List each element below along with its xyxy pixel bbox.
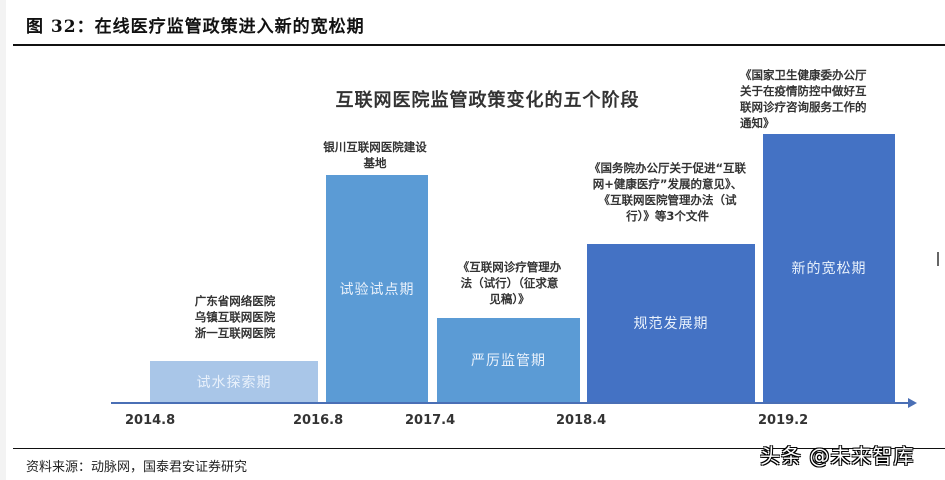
bar-stage-2: 试验试点期 [326, 175, 428, 402]
annotation-stage-5: 《国家卫生健康委办公厅 关于在疫情防控中做好互 联网诊疗咨询服务工作的 通知》 [740, 67, 915, 131]
annotation-line: 行）》等3个文件 [626, 209, 709, 223]
annotation-line: 基地 [363, 156, 387, 170]
edge-marker [937, 252, 939, 266]
chart-title: 互联网医院监管政策变化的五个阶段 [335, 90, 640, 111]
annotation-stage-3: 《互联网诊疗管理办 法（试行）（征求意 见稿）》 [432, 259, 587, 307]
bar-stage-3: 严厉监管期 [437, 318, 580, 402]
annotation-line: 通知》 [740, 116, 775, 130]
annotation-line: 《国家卫生健康委办公厅 [740, 68, 867, 82]
annotation-line: 关于在疫情防控中做好互 [740, 84, 867, 98]
timeline-axis [111, 402, 911, 404]
annotation-line: 网+健康医疗”发展的意见》、 [592, 177, 743, 191]
x-tick-2016-8: 2016.8 [293, 413, 344, 428]
figure-title: 图 32：在线医疗监管政策进入新的宽松期 [26, 17, 365, 37]
bar-label: 严厉监管期 [471, 353, 546, 369]
x-tick-2014-8: 2014.8 [125, 413, 176, 428]
annotation-line: 见稿）》 [489, 292, 530, 306]
bar-stage-4: 规范发展期 [587, 244, 755, 402]
annotation-stage-1: 广东省网络医院 乌镇互联网医院 浙一互联网医院 [150, 293, 320, 341]
annotation-line: 广东省网络医院 [194, 294, 276, 308]
annotation-stage-2: 银川互联网医院建设 基地 [300, 139, 450, 171]
x-tick-2019-2: 2019.2 [758, 413, 809, 428]
annotation-stage-4: 《国务院办公厅关于促进“互联 网+健康医疗”发展的意见》、 《互联网医院管理办法… [565, 160, 770, 224]
annotation-line: 法（试行）（征求意 [460, 276, 559, 290]
bar-stage-5: 新的宽松期 [763, 134, 895, 402]
annotation-line: 联网诊疗咨询服务工作的 [740, 100, 867, 114]
source-divider [13, 448, 945, 449]
arrow-right-icon [908, 398, 917, 408]
bar-stage-1: 试水探索期 [150, 361, 318, 402]
bar-label: 试验试点期 [339, 281, 415, 298]
annotation-line: 银川互联网医院建设 [323, 140, 427, 154]
bar-label: 新的宽松期 [791, 261, 867, 277]
bar-label: 规范发展期 [633, 316, 709, 332]
annotation-line: 乌镇互联网医院 [194, 310, 276, 324]
annotation-line: 《互联网诊疗管理办 [457, 260, 562, 274]
x-tick-2017-4: 2017.4 [405, 413, 456, 428]
x-tick-2018-4: 2018.4 [556, 413, 607, 428]
annotation-line: 浙一互联网医院 [194, 326, 276, 340]
source-note: 资料来源：动脉网，国泰君安证券研究 [26, 460, 248, 475]
watermark: 头条 @未来智库 [760, 444, 915, 468]
title-divider [13, 44, 945, 46]
annotation-line: 《互联网医院管理办法（试 [598, 193, 737, 207]
bar-label: 试水探索期 [196, 374, 272, 391]
annotation-line: 《国务院办公厅关于促进“互联 [588, 161, 747, 175]
page-edge [0, 0, 6, 480]
